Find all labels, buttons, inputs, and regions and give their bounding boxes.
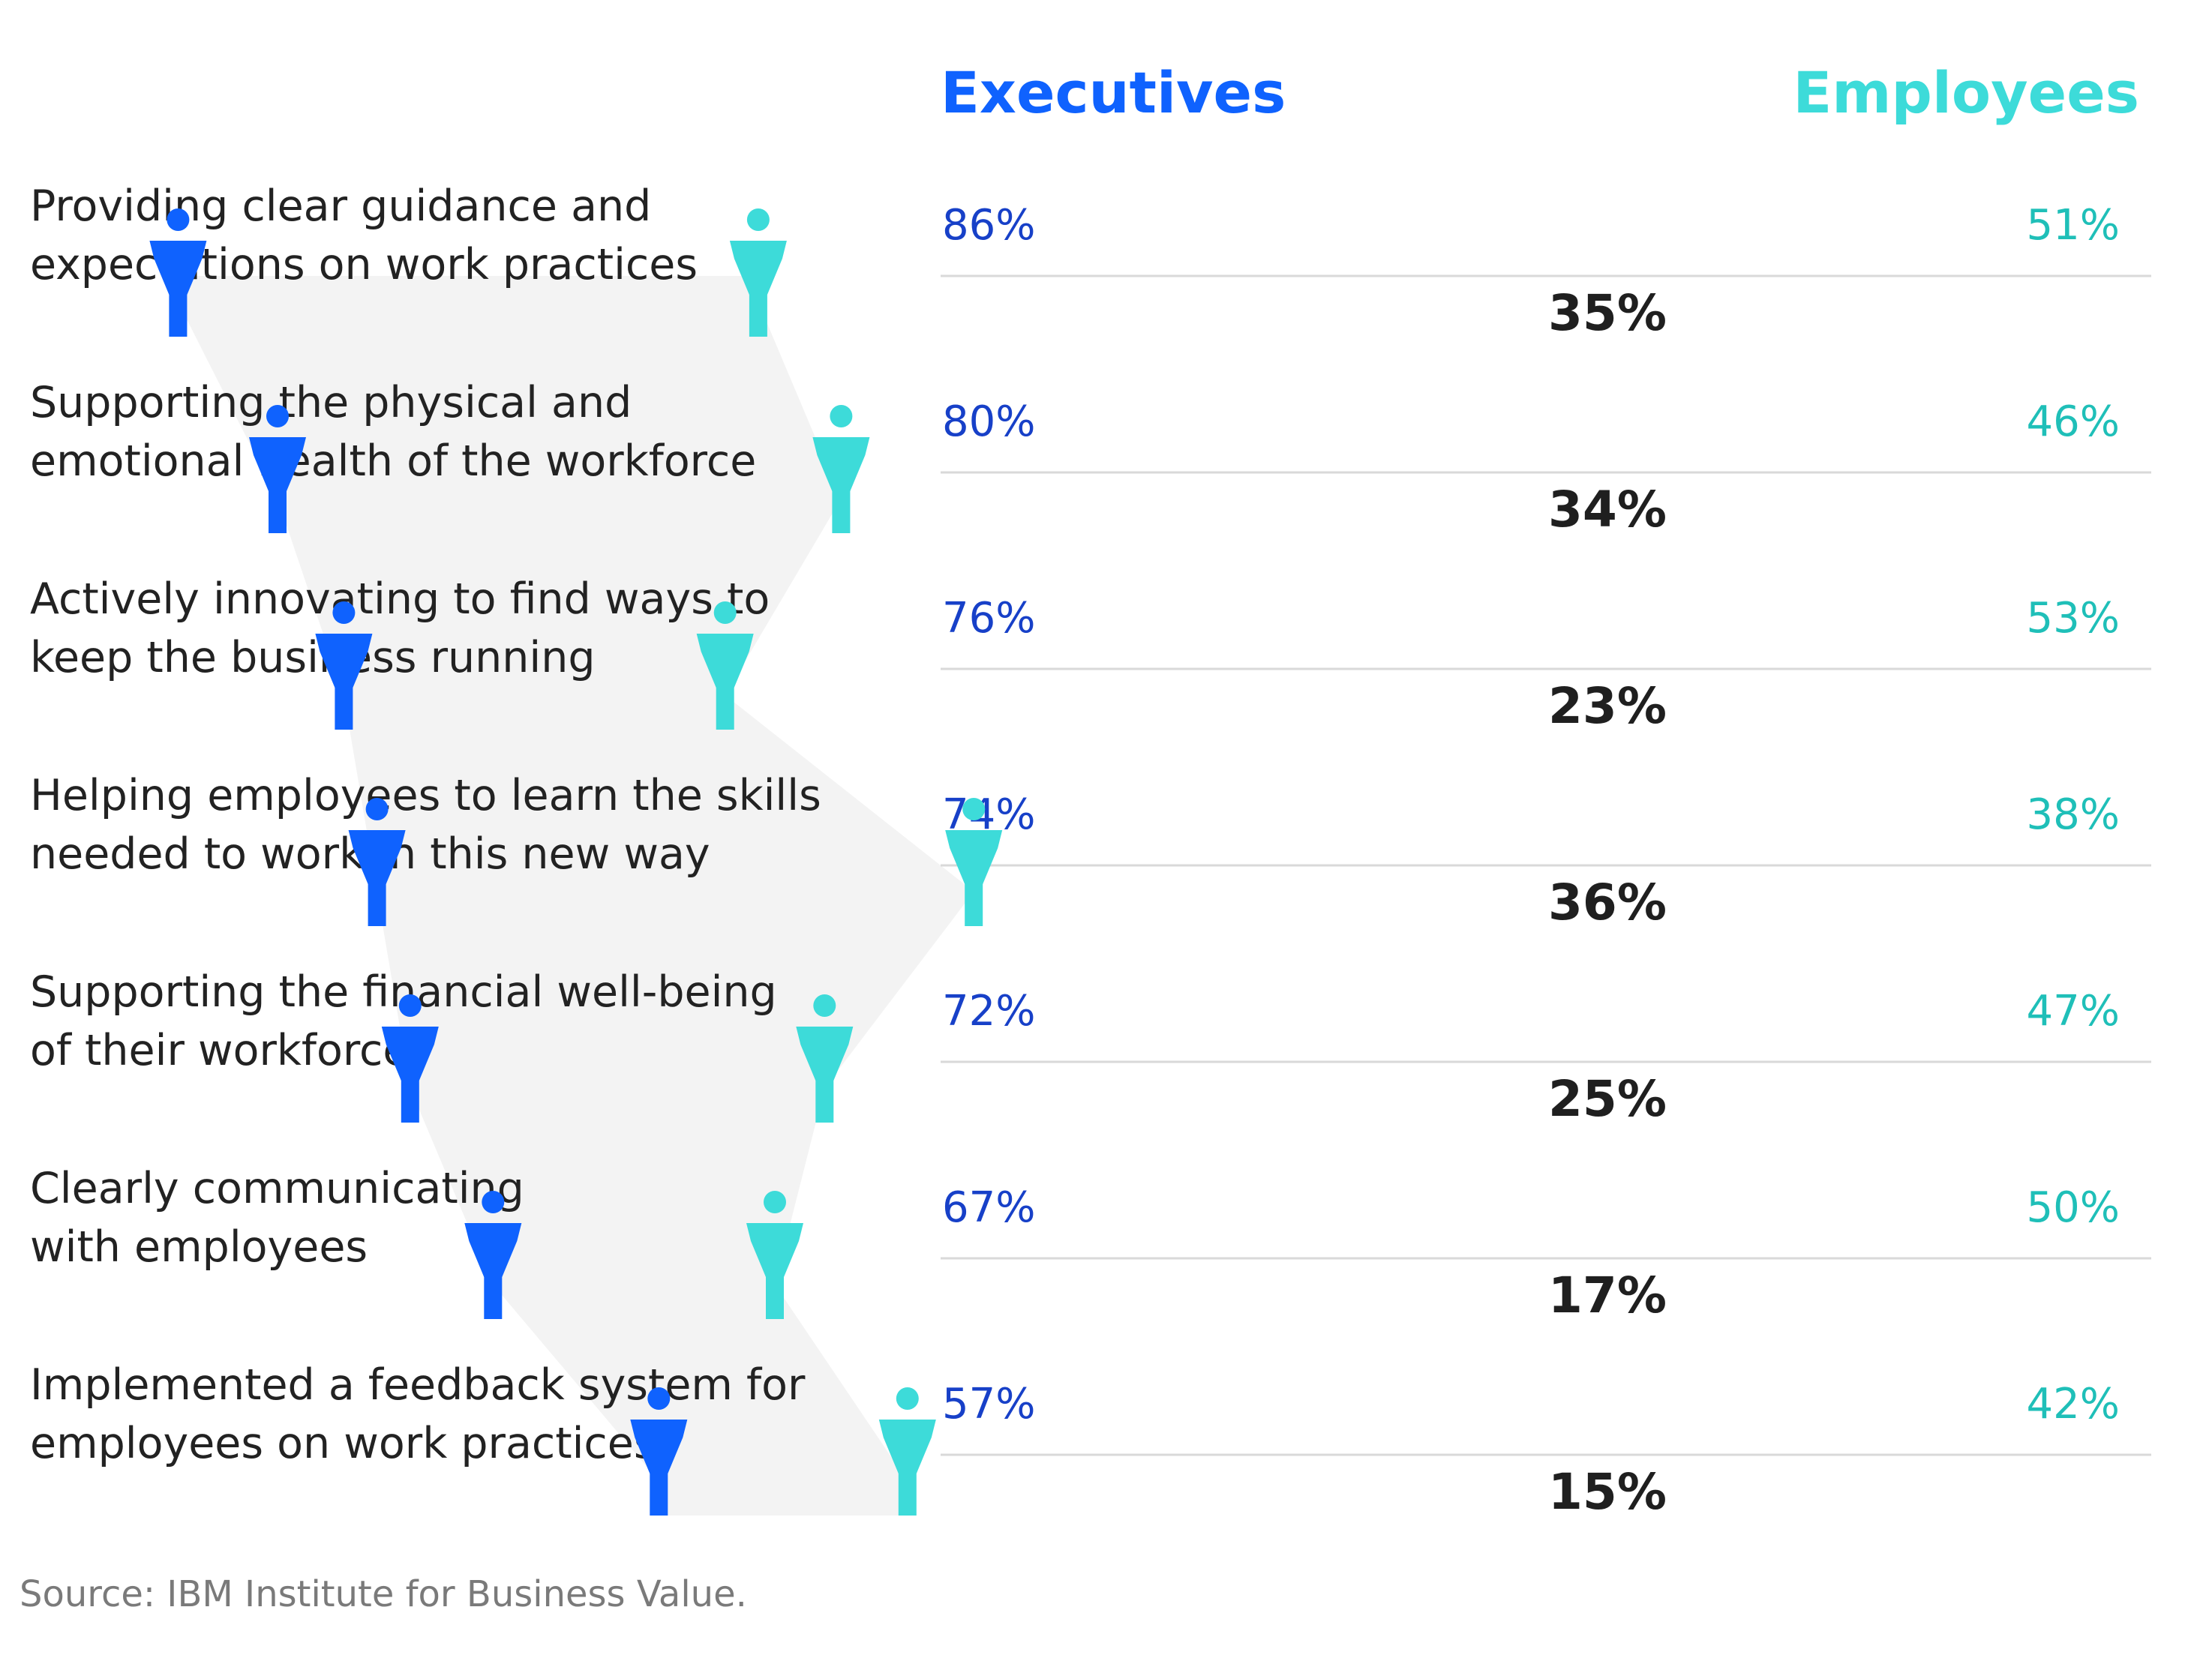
employee-person-icon <box>729 208 787 337</box>
executive-person-icon <box>630 1387 688 1516</box>
category-label: Actively innovating to find ways to keep … <box>30 574 770 682</box>
executives-value-label: 67% <box>942 1183 1035 1232</box>
executives-value-label: 76% <box>942 594 1035 643</box>
executive-person-icon <box>315 601 373 730</box>
employee-person-icon <box>945 798 1003 926</box>
executive-person-icon <box>249 405 306 533</box>
gap-value-label: 35% <box>1548 284 1667 342</box>
gap-value-label: 17% <box>1548 1267 1667 1324</box>
employees-value-label: 50% <box>2027 1183 2120 1232</box>
employees-value-label: 46% <box>2027 397 2120 446</box>
employee-person-icon <box>812 405 870 533</box>
category-label: Supporting the physical and emotional hea… <box>30 378 756 486</box>
employee-person-icon <box>878 1387 936 1516</box>
gap-value-label: 23% <box>1548 677 1667 735</box>
employees-value-label: 51% <box>2027 201 2120 250</box>
executive-person-icon <box>149 208 207 337</box>
gap-value-label: 34% <box>1548 481 1667 538</box>
employee-person-icon <box>796 994 854 1123</box>
gap-value-label: 36% <box>1548 874 1667 931</box>
executives-value-label: 57% <box>942 1380 1035 1429</box>
category-label: Implemented a feedback system for employe… <box>30 1360 806 1468</box>
employees-value-label: 42% <box>2027 1380 2120 1429</box>
employee-person-icon <box>696 601 754 730</box>
category-label: Clearly communicating with employees <box>30 1164 524 1272</box>
employees-value-label: 53% <box>2027 594 2120 643</box>
category-labels: Providing clear guidance and expectations… <box>30 181 821 1468</box>
employee-person-icon <box>746 1191 803 1319</box>
row-rule-layer <box>941 274 2151 1456</box>
gap-value-label: 25% <box>1548 1070 1667 1128</box>
value-labels: 86% 51%80% 46%76% 53%74% 38%72% 47%67% 50%57% 4… <box>942 201 2120 1429</box>
legend-employees: Employees <box>1793 59 2139 126</box>
employees-value-label: 38% <box>2027 790 2120 839</box>
executive-person-icon <box>381 994 439 1123</box>
person-icons <box>149 208 1003 1516</box>
gap-value-label: 15% <box>1548 1463 1667 1521</box>
executive-person-icon <box>348 798 406 926</box>
executives-value-label: 86% <box>942 201 1035 250</box>
executives-value-label: 80% <box>942 397 1035 446</box>
category-label: Supporting the financial well-being of th… <box>30 967 777 1075</box>
gap-labels: 35% 34% 23% 36% 25% 17% 15% <box>1548 284 1667 1521</box>
executives-value-label: 72% <box>942 987 1035 1036</box>
legend-executives: Executives <box>941 59 1286 126</box>
employees-value-label: 47% <box>2027 987 2120 1036</box>
source-note: Source: IBM Institute for Business Value… <box>20 1573 747 1615</box>
category-label: Providing clear guidance and expectations… <box>30 181 698 289</box>
executive-person-icon <box>464 1191 522 1319</box>
